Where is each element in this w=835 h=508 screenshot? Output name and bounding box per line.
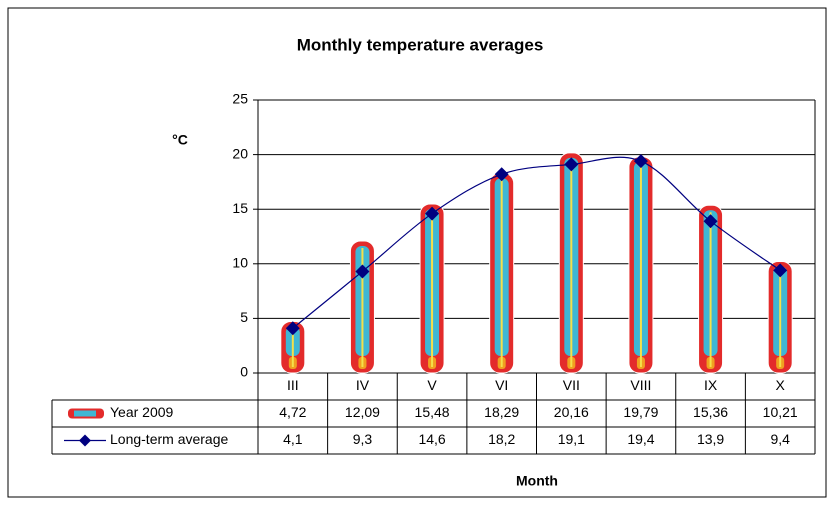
table-value: 20,16 — [554, 404, 589, 420]
table-value: 15,36 — [693, 404, 728, 420]
x-tick-label: IX — [704, 377, 718, 393]
thermometer-bar — [629, 157, 653, 373]
table-value: 18,29 — [484, 404, 519, 420]
y-tick-label: 25 — [232, 91, 248, 107]
x-tick-label: V — [427, 377, 437, 393]
table-value: 10,21 — [763, 404, 798, 420]
x-tick-label: X — [776, 377, 786, 393]
table-value: 9,4 — [770, 431, 790, 447]
chart-title: Monthly temperature averages — [297, 35, 544, 54]
chart: Monthly temperature averages °C Month 0 5… — [0, 0, 835, 508]
x-tick-label: VI — [495, 377, 508, 393]
thermometer-bar — [350, 241, 374, 373]
y-axis-label: °C — [172, 132, 188, 148]
table-value: 12,09 — [345, 404, 380, 420]
legend-key — [74, 411, 96, 417]
table-value: 13,9 — [697, 431, 724, 447]
thermometer-bar — [559, 153, 583, 373]
table-value: 18,2 — [488, 431, 515, 447]
y-tick-label: 0 — [240, 364, 248, 380]
y-tick-label: 5 — [240, 309, 248, 325]
table-value: 19,4 — [627, 431, 654, 447]
table-value: 19,1 — [558, 431, 585, 447]
legend-label: Year 2009 — [110, 404, 174, 420]
x-axis-label: Month — [516, 473, 558, 489]
x-tick-label: IV — [356, 377, 370, 393]
thermometer-bar — [420, 204, 444, 373]
y-tick-label: 10 — [232, 255, 248, 271]
x-tick-label: III — [287, 377, 299, 393]
table-value: 4,1 — [283, 431, 303, 447]
table-value: 14,6 — [418, 431, 445, 447]
table-value: 15,48 — [415, 404, 450, 420]
table-value: 19,79 — [623, 404, 658, 420]
thermometer-bar — [768, 262, 792, 373]
table-value: 9,3 — [353, 431, 373, 447]
x-tick-label: VIII — [630, 377, 651, 393]
y-tick-label: 15 — [232, 200, 248, 216]
thermometer-bar — [490, 173, 514, 373]
thermometer-bar — [699, 205, 723, 373]
y-tick-label: 20 — [232, 145, 248, 161]
legend-label: Long-term average — [110, 431, 229, 447]
x-tick-label: VII — [563, 377, 580, 393]
table-value: 4,72 — [279, 404, 306, 420]
